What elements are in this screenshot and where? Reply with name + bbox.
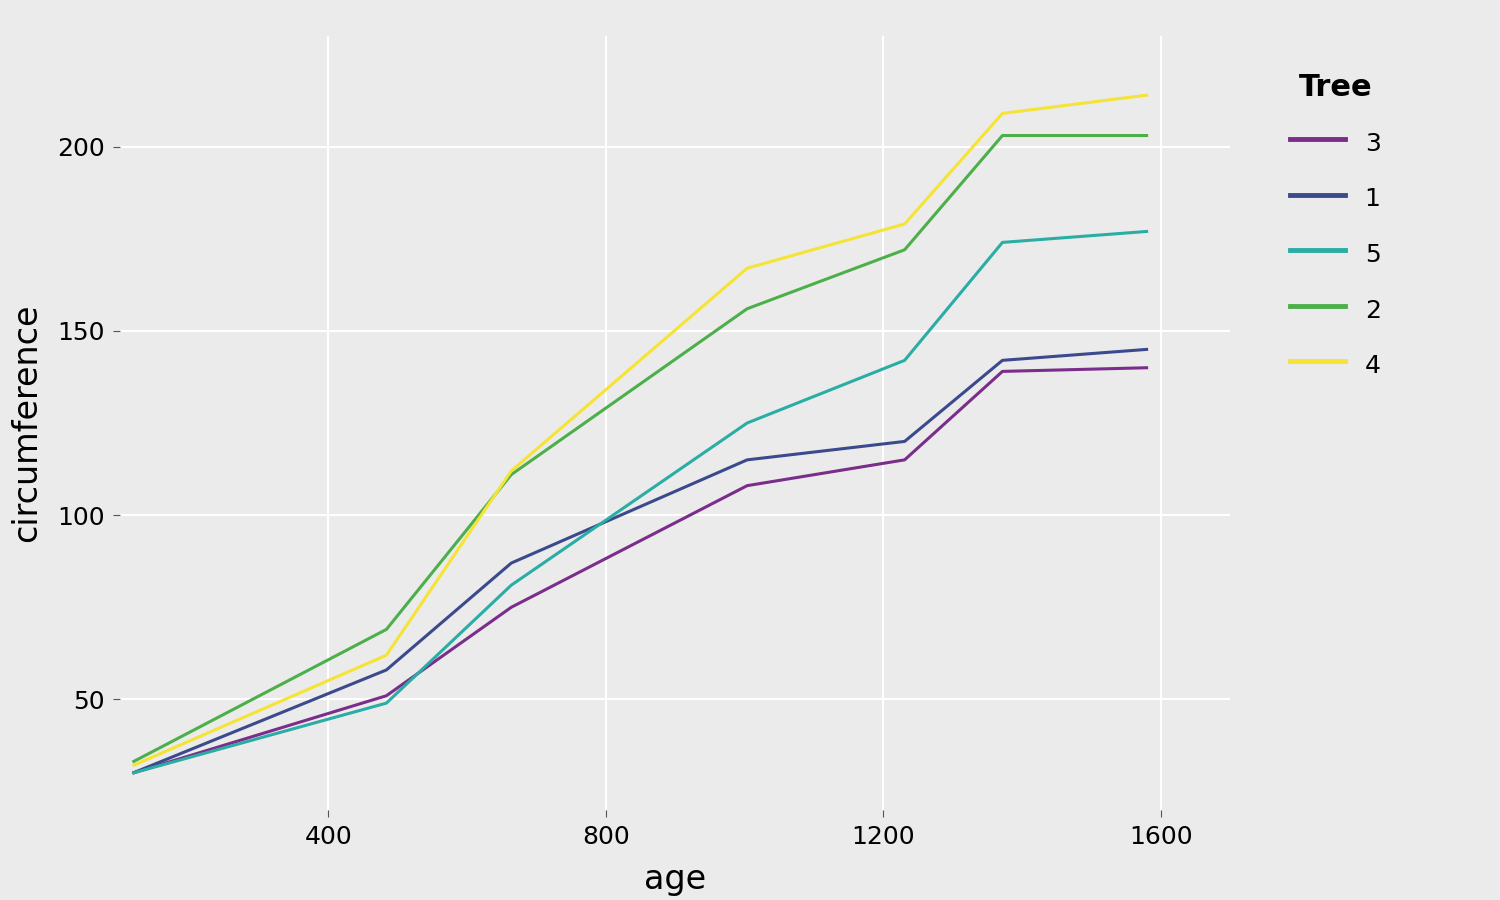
Y-axis label: circumference: circumference — [10, 304, 44, 542]
Legend: 3, 1, 5, 2, 4: 3, 1, 5, 2, 4 — [1264, 49, 1406, 405]
X-axis label: age: age — [644, 863, 706, 896]
